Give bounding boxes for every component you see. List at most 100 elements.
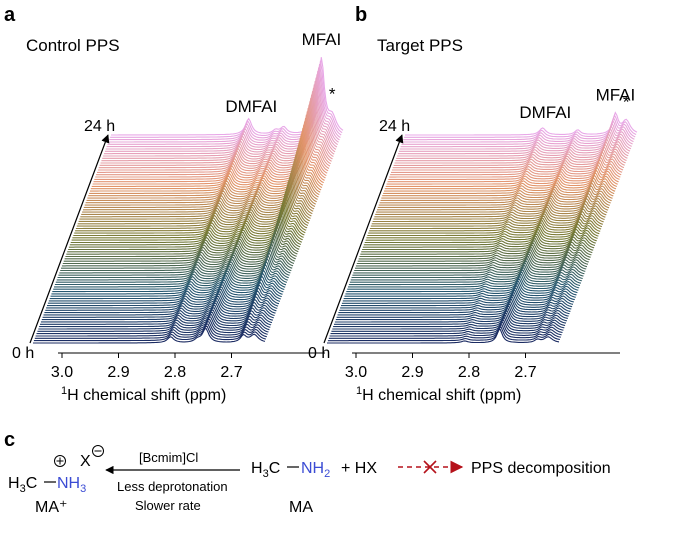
spectrum-line bbox=[86, 150, 319, 201]
spectrum-line bbox=[381, 182, 614, 199]
spectrum-line bbox=[62, 235, 296, 265]
spectrum-line bbox=[95, 117, 328, 178]
spectrum-line bbox=[374, 202, 607, 218]
x-tick-label: 2.7 bbox=[514, 364, 536, 381]
spectrum-line bbox=[370, 213, 603, 227]
reactant-amine: NH3 bbox=[57, 475, 86, 495]
product-formula: H3C bbox=[251, 460, 280, 480]
spectrum-line bbox=[53, 269, 286, 290]
spectrum-line bbox=[363, 233, 596, 246]
spectra-stack-a bbox=[33, 57, 344, 344]
spectrum-line bbox=[90, 134, 324, 190]
spectrum-line bbox=[391, 150, 625, 171]
spectrum-line bbox=[34, 323, 267, 339]
spectrum-line bbox=[392, 148, 625, 169]
spectrum-line bbox=[366, 225, 599, 239]
byproduct-label: + HX bbox=[341, 460, 377, 477]
peak-label: * bbox=[623, 92, 630, 111]
panel-letter-a: a bbox=[4, 4, 16, 26]
spectrum-line bbox=[54, 266, 287, 288]
spectrum-line bbox=[350, 267, 583, 281]
reactant-n-sub: 3 bbox=[80, 483, 86, 495]
peak-label: MFAI bbox=[596, 86, 636, 105]
spectrum-line bbox=[83, 164, 316, 211]
spectrum-line bbox=[327, 328, 560, 344]
spectrum-line bbox=[342, 287, 575, 302]
spectrum-line bbox=[340, 294, 573, 309]
spectrum-line bbox=[384, 171, 618, 190]
spectrum-line bbox=[57, 254, 290, 279]
spectrum-line bbox=[376, 197, 609, 213]
spectra-stack-b bbox=[327, 111, 638, 344]
time-label-end-a: 24 h bbox=[84, 118, 115, 135]
spectrum-line bbox=[348, 273, 581, 288]
peak-labels-a: DMFAI MFAI * bbox=[225, 30, 341, 116]
spectrum-line bbox=[400, 124, 633, 148]
product-n-sub: 2 bbox=[324, 468, 330, 480]
spectrum-line bbox=[358, 246, 591, 260]
spectrum-line bbox=[38, 314, 271, 330]
spectrum-line bbox=[384, 174, 617, 192]
x-axis-label-a: 1H chemical shift (ppm) bbox=[61, 385, 226, 404]
spectrum-line bbox=[74, 194, 307, 234]
spectrum-line bbox=[59, 247, 292, 274]
reactant-formula: H3C bbox=[8, 475, 37, 495]
spectrum-line bbox=[371, 210, 604, 225]
spectrum-line bbox=[398, 129, 632, 152]
spectrum-line bbox=[379, 187, 612, 204]
spectrum-line bbox=[65, 226, 298, 258]
reactant-nh: NH bbox=[57, 475, 80, 492]
reactant-c: C bbox=[26, 475, 38, 492]
spectrum-line bbox=[56, 257, 289, 281]
product-h: H bbox=[251, 460, 263, 477]
x-tick-label: 2.8 bbox=[458, 364, 480, 381]
product-sub3: 3 bbox=[263, 468, 269, 480]
x-axis-label-sup-b: 1 bbox=[356, 385, 362, 397]
spectrum-line bbox=[354, 258, 587, 272]
reagent-label: [Bcmim]Cl bbox=[139, 450, 198, 465]
spectrum-line bbox=[344, 282, 577, 297]
spectrum-line bbox=[396, 137, 629, 159]
x-axis-label-main-a: H chemical shift (ppm) bbox=[67, 387, 226, 404]
spectrum-line bbox=[77, 181, 310, 225]
spectrum-line bbox=[50, 278, 283, 297]
spectrum-line bbox=[361, 240, 594, 253]
x-tick-label: 3.0 bbox=[51, 364, 73, 381]
spectrum-line bbox=[36, 318, 269, 335]
spectrum-line bbox=[48, 284, 281, 302]
time-label-start-a: 0 h bbox=[12, 345, 34, 362]
spectrum-line bbox=[353, 260, 586, 274]
x-tick-label: 2.8 bbox=[164, 364, 186, 381]
spectrum-line bbox=[73, 197, 306, 237]
spectrum-line bbox=[404, 113, 637, 138]
counterion-label: X bbox=[80, 453, 91, 470]
spectrum-line bbox=[82, 167, 315, 213]
spectrum-line bbox=[96, 114, 329, 176]
spectrum-line bbox=[98, 104, 331, 169]
spectrum-line bbox=[362, 237, 595, 251]
spectrum-line bbox=[365, 228, 598, 241]
spectrum-line bbox=[341, 291, 574, 307]
spectrum-line bbox=[399, 127, 632, 150]
outcome-label: PPS decomposition bbox=[471, 460, 611, 477]
spectrum-line bbox=[40, 309, 273, 325]
spectrum-line bbox=[395, 140, 628, 162]
spectrum-line bbox=[43, 300, 276, 316]
spectrum-line bbox=[377, 194, 610, 211]
x-axis-label-sup-a: 1 bbox=[61, 385, 67, 397]
spectrum-line bbox=[40, 307, 274, 323]
spectrum-line bbox=[337, 301, 570, 316]
panel-letter-c: c bbox=[4, 429, 15, 451]
time-label-end-b: 24 h bbox=[379, 118, 410, 135]
spectrum-line bbox=[68, 216, 301, 251]
time-arrow-a bbox=[29, 134, 110, 344]
x-tick-label: 2.9 bbox=[401, 364, 423, 381]
x-ticks-a: 3.0 2.9 2.8 2.7 bbox=[51, 353, 243, 381]
panel-b: b Target PPS 24 h 0 h 3.0 2.9 2.8 2.7 1H ch… bbox=[308, 4, 638, 404]
spectrum-line bbox=[372, 207, 605, 223]
spectrum-line bbox=[347, 276, 580, 290]
spectrum-line bbox=[391, 153, 624, 173]
spectrum-line bbox=[33, 325, 267, 342]
spectrum-line bbox=[47, 286, 281, 304]
